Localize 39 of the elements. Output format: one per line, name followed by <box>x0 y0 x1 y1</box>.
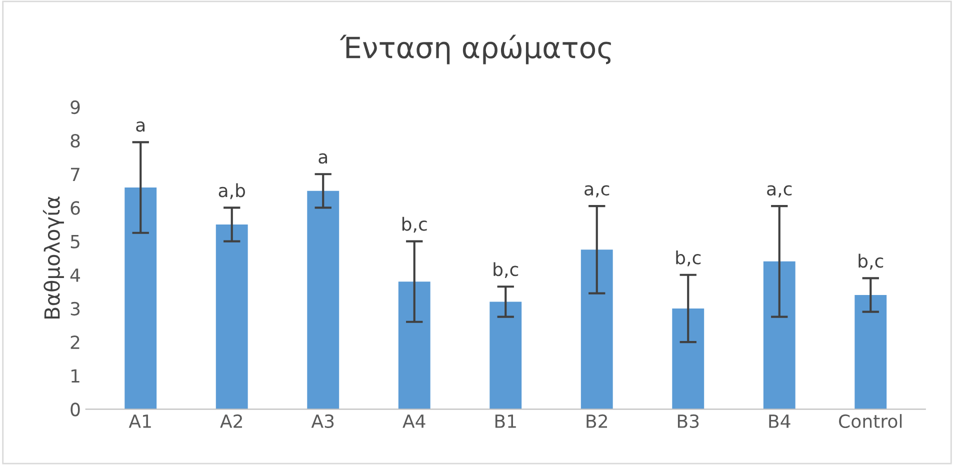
y-axis-title: Βαθμολογία <box>42 196 64 319</box>
x-tick-label: A2 <box>220 414 242 428</box>
bar <box>216 224 248 410</box>
annotation: a <box>318 153 328 164</box>
bar <box>763 261 796 410</box>
y-tick-label: 5 <box>70 234 80 248</box>
y-tick-label: 4 <box>70 268 80 282</box>
annotation: a,b <box>218 183 246 200</box>
y-tick-label: 6 <box>70 201 80 215</box>
y-tick-label: 2 <box>70 335 80 349</box>
annotation: a <box>136 121 145 132</box>
bar <box>307 190 340 410</box>
annotation: b,c <box>858 254 884 270</box>
bar <box>672 308 704 410</box>
y-tick-label: 7 <box>70 168 80 181</box>
y-tick-label: 0 <box>70 402 80 416</box>
y-tick-label: 1 <box>71 369 80 382</box>
bar <box>124 188 157 410</box>
x-tick-label: A4 <box>402 414 426 428</box>
bar <box>854 295 887 410</box>
annotation: a,c <box>584 185 610 198</box>
annotation: a,c <box>767 185 792 198</box>
bar <box>490 302 522 410</box>
y-tick-label: 9 <box>70 100 80 114</box>
annotation: b,c <box>402 216 427 233</box>
x-tick-label: Control <box>839 414 902 428</box>
annotation: b,c <box>676 250 701 266</box>
x-tick-label: B3 <box>678 414 699 428</box>
x-tick-label: A1 <box>128 414 151 428</box>
annotation: b,c <box>494 262 518 278</box>
bar <box>580 250 613 410</box>
x-tick-label: B4 <box>769 414 790 428</box>
chart-title: Ένταση αρώματος <box>340 34 611 64</box>
x-tick-label: B1 <box>495 414 516 428</box>
bar <box>398 282 430 410</box>
x-tick-label: A3 <box>311 414 334 428</box>
y-tick-label: 8 <box>70 134 80 148</box>
x-tick-label: B2 <box>586 414 607 428</box>
y-tick-label: 3 <box>70 302 80 316</box>
